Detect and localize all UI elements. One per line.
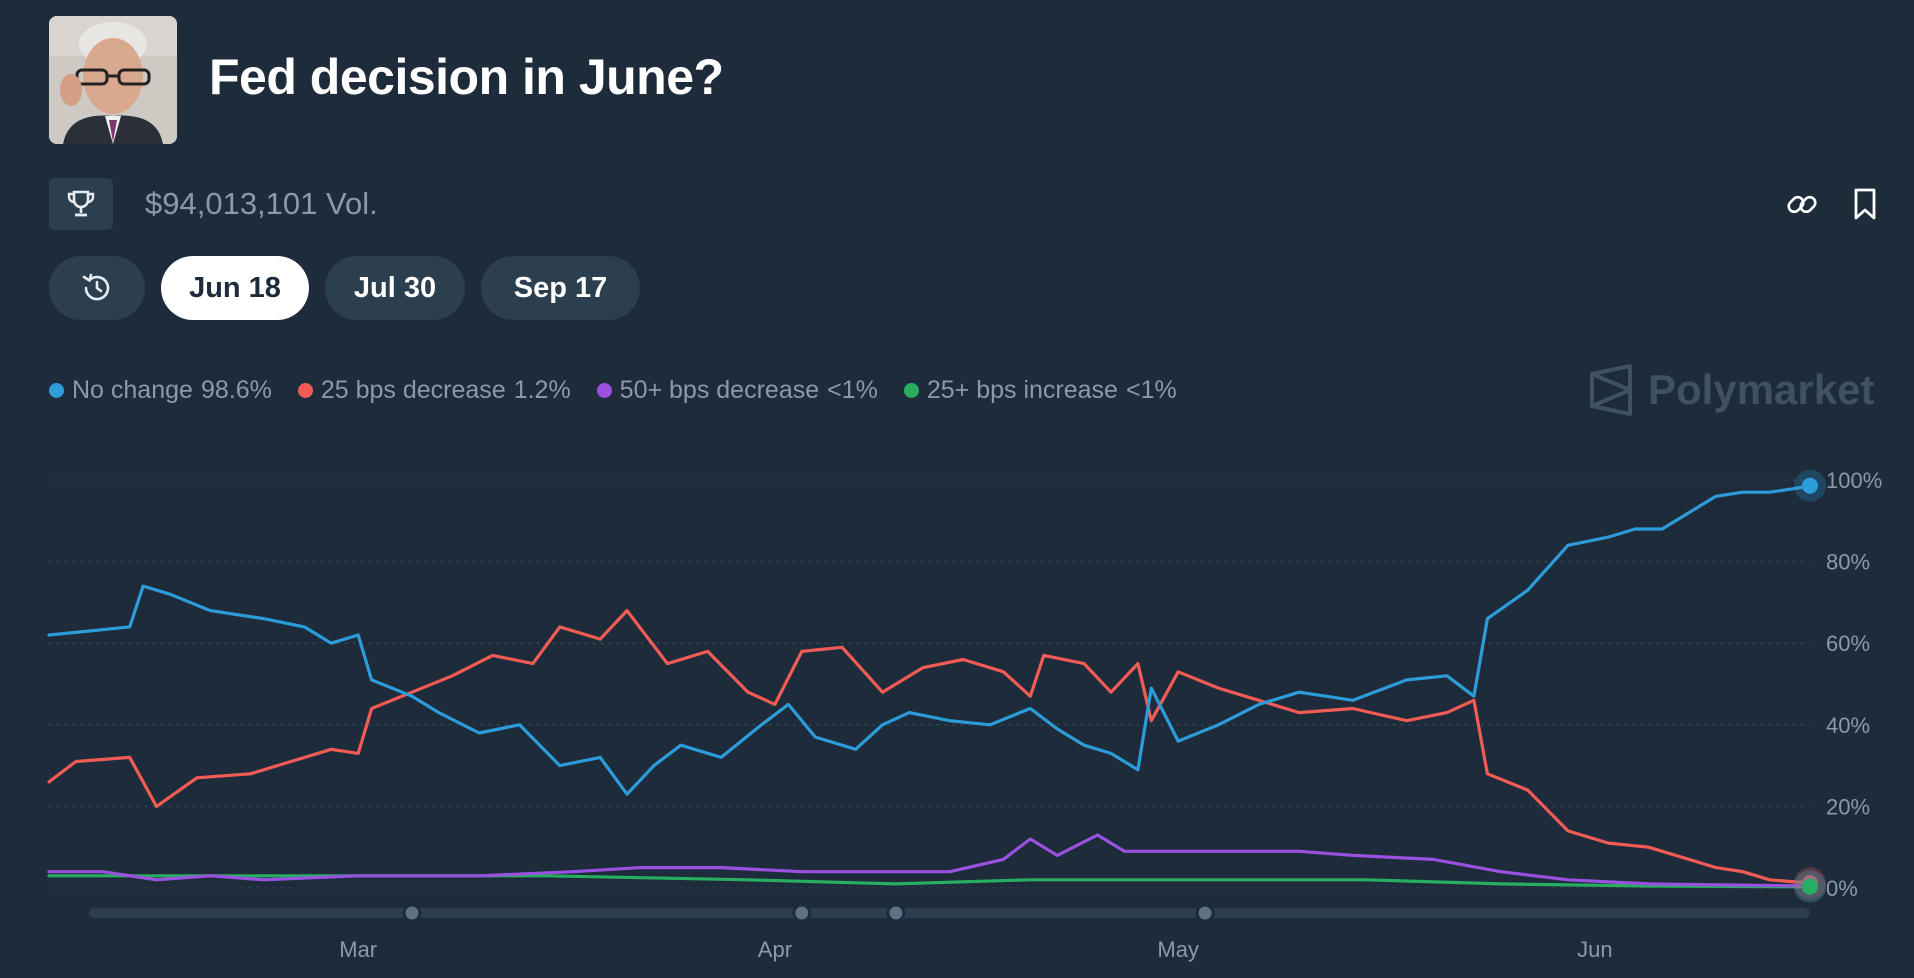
series-end-point — [1802, 878, 1818, 895]
x-tick-label: May — [1157, 937, 1199, 962]
series-line-25-bps-decrease — [47, 609, 1812, 885]
market-title: Fed decision in June? — [209, 49, 724, 105]
watermark-text: Polymarket — [1648, 366, 1875, 413]
series-line-50-bps-decrease — [47, 833, 1812, 888]
y-tick-label: 40% — [1826, 713, 1870, 738]
bookmark-icon — [1854, 188, 1876, 220]
legend-name: 50+ bps decrease — [619, 376, 820, 404]
legend-item-25-bps-decrease: 25 bps decrease 1.2% — [297, 376, 571, 405]
tab-sep-17[interactable]: Sep 17 — [481, 256, 640, 320]
y-tick-label: 0% — [1826, 876, 1858, 901]
legend-value: <1% — [827, 376, 878, 404]
legend-dot — [297, 383, 313, 398]
legend-dot — [903, 383, 919, 398]
y-tick-label: 60% — [1826, 631, 1870, 656]
y-tick-label: 100% — [1826, 468, 1882, 493]
legend-dot — [596, 383, 612, 398]
timeline-track — [89, 908, 1810, 918]
x-tick-label: Mar — [339, 937, 377, 962]
legend-name: 25 bps decrease — [320, 376, 506, 404]
series-line-no-change — [47, 484, 1812, 796]
trophy-badge[interactable] — [49, 178, 113, 230]
tab-jul-30[interactable]: Jul 30 — [325, 256, 465, 320]
x-tick-label: Jun — [1577, 937, 1612, 962]
chart-legend: No change 98.6% 25 bps decrease 1.2% 50+… — [49, 376, 1177, 405]
bookmark-button[interactable] — [1845, 184, 1885, 224]
polymarket-watermark: Polymarket — [1588, 364, 1874, 416]
tab-jun-18[interactable]: Jun 18 — [161, 256, 309, 320]
x-tick-label: Apr — [758, 937, 792, 962]
legend-item-no-change: No change 98.6% — [49, 376, 272, 405]
probability-line-chart: 100% 80% 60% 40% 20% 0% Mar Apr May Jun — [47, 468, 1882, 962]
legend-item-50-bps-decrease: 50+ bps decrease <1% — [596, 376, 878, 405]
y-tick-label: 80% — [1826, 550, 1870, 575]
polymarket-logo-icon — [1590, 364, 1632, 416]
history-icon — [82, 273, 110, 301]
legend-name: No change — [72, 376, 193, 404]
timeline-marker — [402, 903, 422, 923]
copy-link-button[interactable] — [1782, 184, 1822, 224]
legend-value: 1.2% — [513, 376, 571, 404]
legend-dot — [49, 383, 64, 398]
legend-value: 98.6% — [200, 376, 272, 404]
market-avatar-image — [49, 16, 177, 144]
legend-name: 25+ bps increase — [926, 376, 1118, 404]
trophy-icon — [67, 190, 95, 217]
timeline-marker — [1195, 903, 1215, 923]
legend-item-25-bps-increase: 25+ bps increase <1% — [903, 376, 1177, 405]
timeline-marker — [792, 903, 812, 923]
link-icon — [1787, 195, 1817, 214]
history-tab-button[interactable] — [49, 256, 145, 320]
y-tick-label: 20% — [1826, 794, 1870, 819]
timeline-marker — [886, 903, 906, 923]
volume-text: $94,013,101 Vol. — [145, 186, 378, 221]
legend-value: <1% — [1125, 376, 1177, 404]
series-end-point — [1802, 477, 1818, 494]
series-line-25-bps-increase — [47, 874, 1812, 889]
